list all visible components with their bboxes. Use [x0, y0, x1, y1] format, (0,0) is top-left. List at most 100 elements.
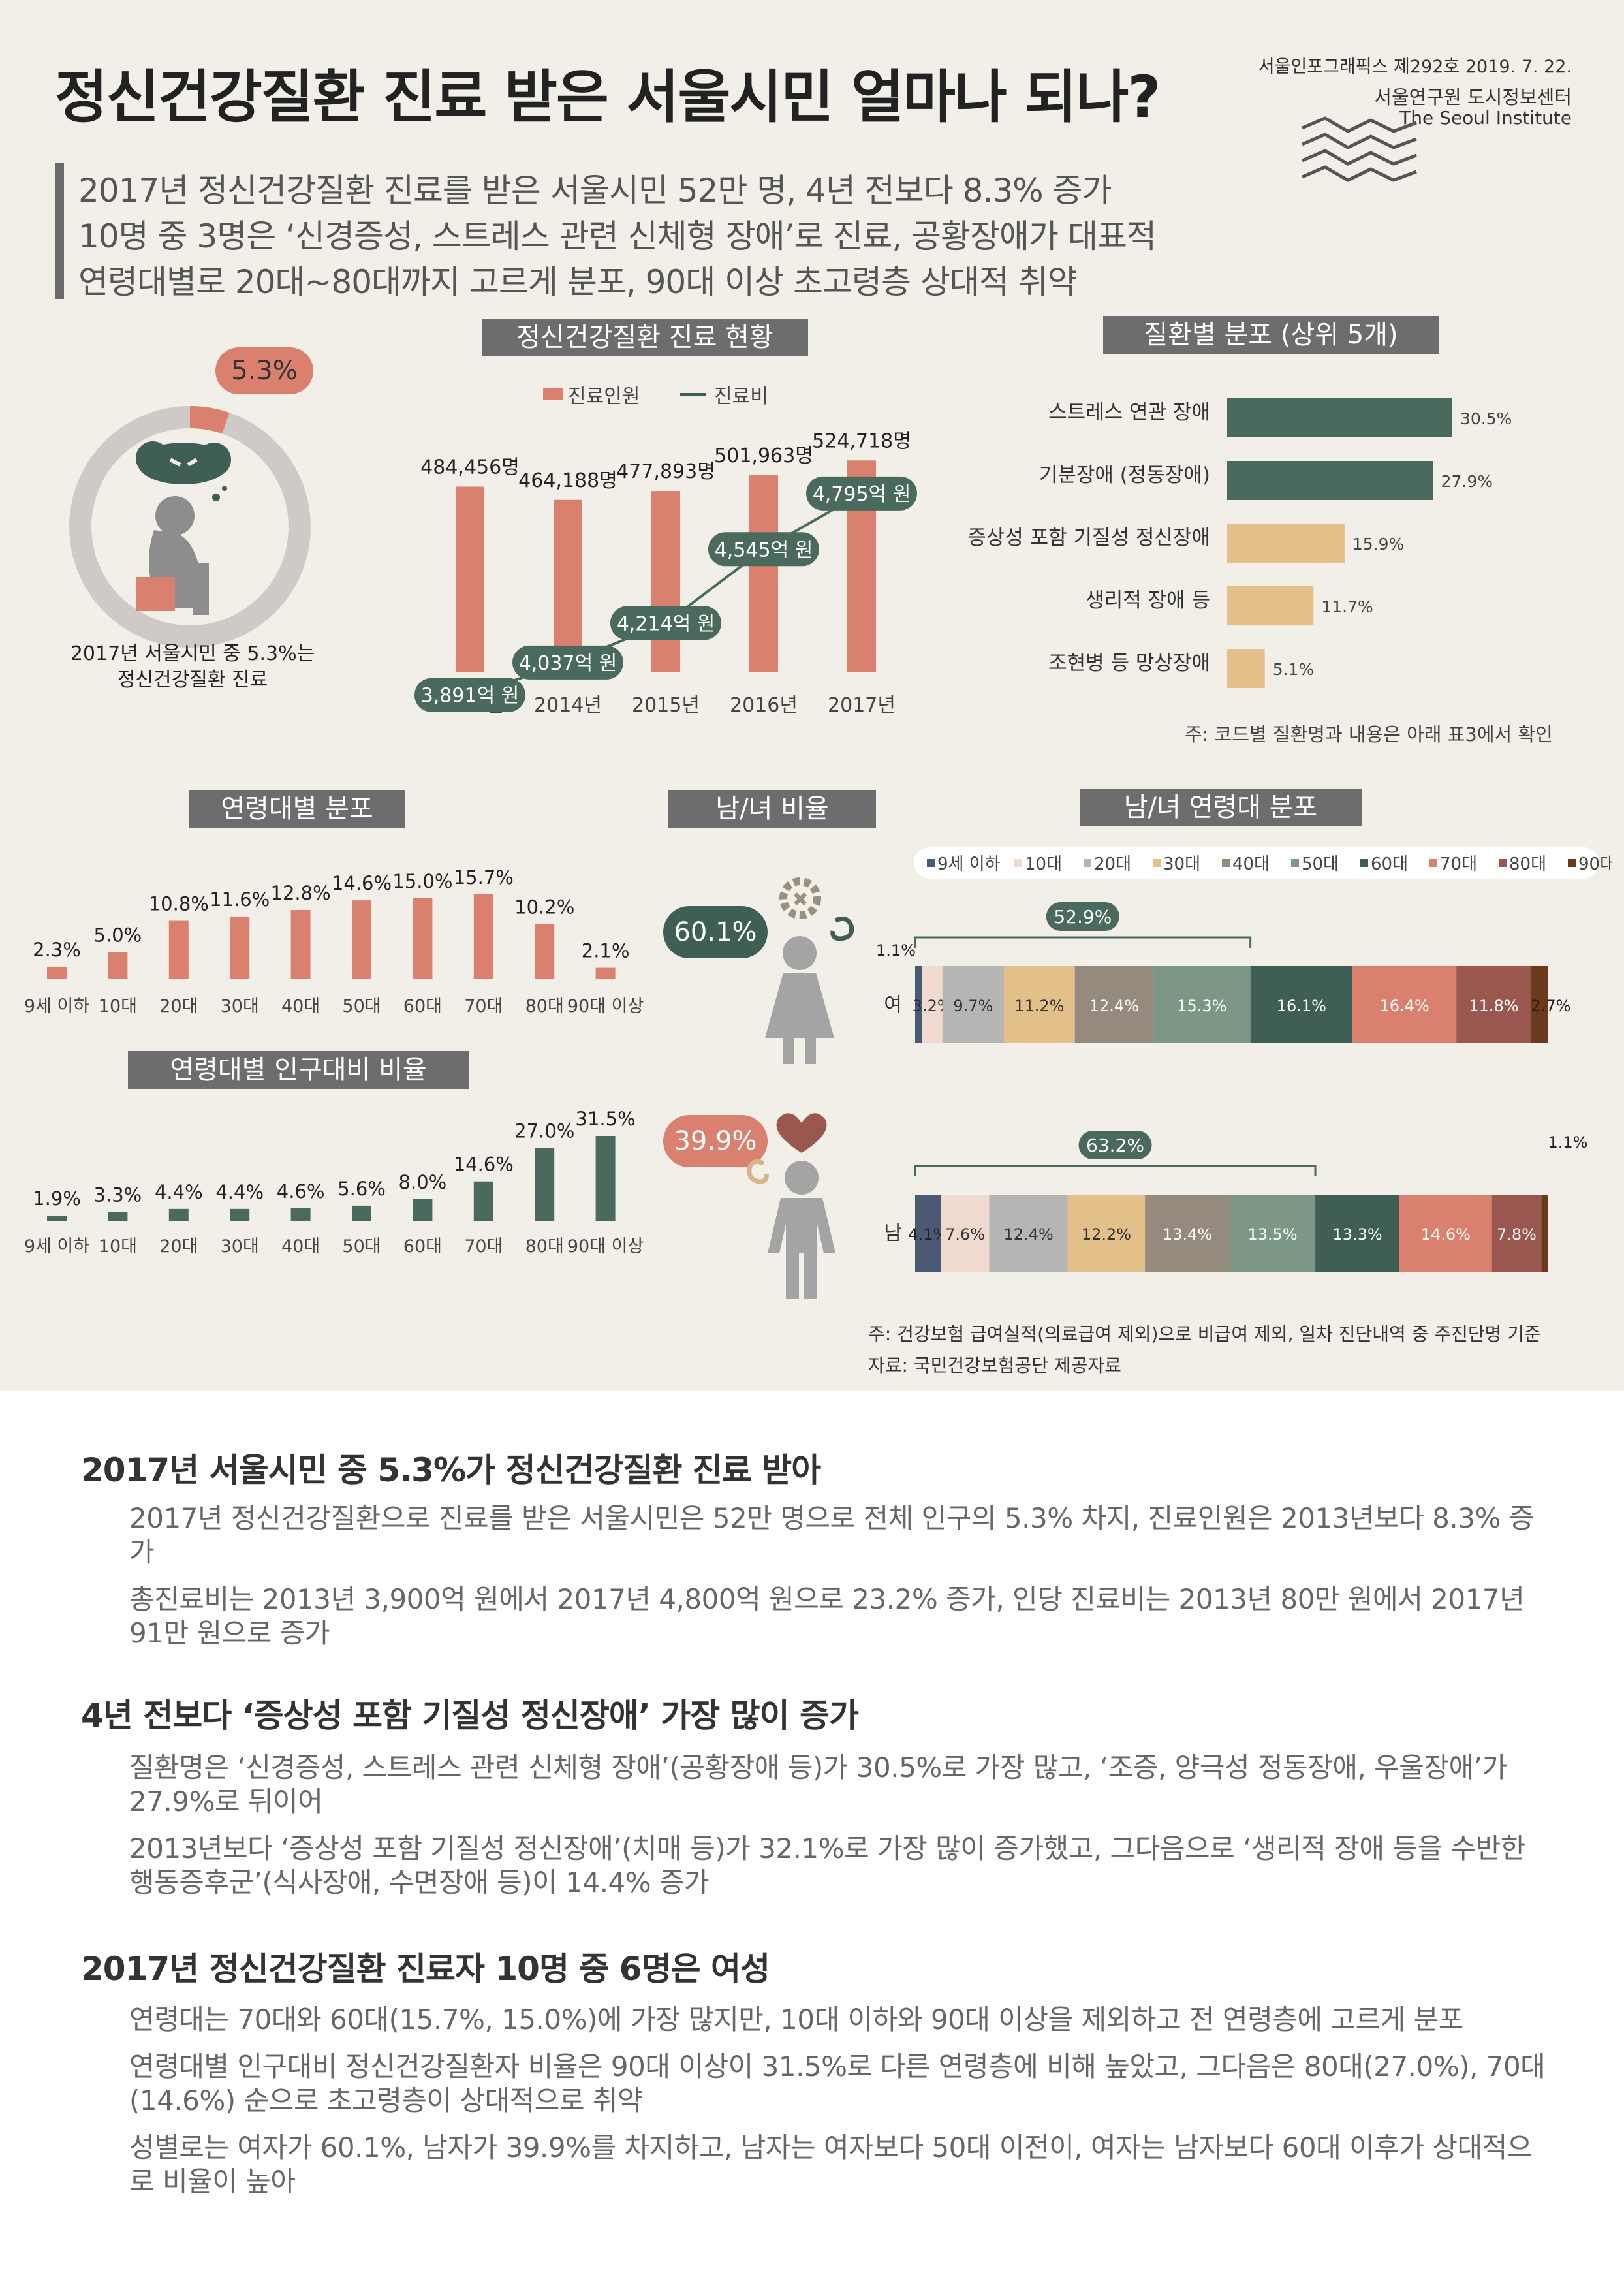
disease-bar [1227, 398, 1452, 437]
section-1-heading: 2017년 서울시민 중 5.3%가 정신건강질환 진료 받아 [81, 1451, 821, 1489]
segment-label: 2.7% [1531, 997, 1571, 1015]
age-value-label: 8.0% [399, 1171, 447, 1193]
age-tick-label: 40대 [281, 996, 320, 1016]
bracket-label: 52.9% [1054, 906, 1112, 928]
cost-label-pill: 3,891억 원 [414, 678, 525, 712]
segment-label: 11.8% [1469, 997, 1518, 1015]
age-tick-label: 50대 [342, 1236, 381, 1257]
age-tick-label: 70대 [464, 996, 503, 1016]
age-bar [230, 916, 250, 979]
stack-segment [1074, 966, 1154, 1043]
legend-swatch [1014, 859, 1022, 867]
segment-label: 7.8% [1497, 1225, 1537, 1244]
donut-value-arc [189, 406, 230, 434]
segment-label: 15.3% [1177, 997, 1226, 1015]
female-figure-icon: ✖ [765, 877, 854, 1064]
segment-label: 7.6% [945, 1225, 985, 1244]
legend-swatch [1360, 859, 1368, 867]
age-bar [290, 1208, 311, 1221]
legend-label: 80대 [1509, 855, 1546, 874]
segment-label: 1.1% [876, 941, 916, 960]
age-value-label: 4.4% [155, 1181, 203, 1203]
age-bar [352, 1205, 371, 1221]
section-1-para-1: 2017년 정신건강질환으로 진료를 받은 서울시민은 52만 명으로 전체 인… [129, 1502, 1534, 1568]
summary-line-2: 10명 중 3명은 ‘신경증성, 스트레스 관련 신체형 장애’로 진료, 공황… [78, 217, 1157, 255]
gender-ratio-title: 남/녀 비율 [668, 790, 876, 828]
age-value-label: 14.6% [454, 1154, 514, 1176]
bracket-badge [1046, 902, 1119, 931]
disease-distribution-chart: 스트레스 연관 장애 30.5% 기분장애 (정동장애) 27.9% 증상성 포함 기질… [967, 398, 1512, 688]
issue-number: 서울인포그래픽스 제292호 2019. 7. 22. [1258, 57, 1572, 77]
stack-segment [915, 1195, 941, 1272]
page-title: 정신건강질환 진료 받은 서울시민 얼마나 되나? [55, 63, 1161, 131]
age-tick-label: 10대 [99, 1236, 137, 1257]
section-3-para-3: 성별로는 여자가 60.1%, 남자가 39.9%를 차지하고, 남자는 여자보… [129, 2131, 1532, 2197]
segment-label: 13.4% [1163, 1225, 1212, 1244]
age-tick-label: 30대 [221, 1236, 259, 1257]
segment-label: 1.1% [1548, 1133, 1588, 1152]
age-bar [108, 1212, 128, 1221]
age-value-label: 2.3% [33, 939, 81, 961]
age-bar [595, 967, 616, 979]
age-tick-label: 60대 [403, 1236, 442, 1257]
segment-label: 16.1% [1277, 997, 1326, 1015]
age-bar [47, 966, 67, 979]
section-3-heading: 2017년 정신건강질환 진료자 10명 중 6명은 여성 [81, 1950, 770, 1988]
legend-swatch [1222, 859, 1230, 867]
segment-label: 16.4% [1379, 997, 1429, 1015]
segment-label: 14.6% [1421, 1225, 1471, 1244]
row-label: 남 [884, 1222, 902, 1245]
age-value-label: 14.6% [332, 872, 392, 894]
donut-caption-line-1: 2017년 서울시민 중 5.3%는 [70, 642, 315, 665]
legend-label-cost: 진료비 [714, 385, 768, 408]
stack-segment [1352, 966, 1457, 1043]
legend-label: 9세 이하 [937, 855, 1001, 874]
age-value-label: 15.7% [454, 866, 514, 888]
age-value-label: 12.8% [271, 882, 331, 904]
segment-label: 9.7% [953, 997, 993, 1015]
legend-label-patients: 진료인원 [568, 385, 640, 408]
legend-swatch [1153, 859, 1161, 867]
segment-label: 12.2% [1082, 1225, 1131, 1244]
institute-logo-icon [1302, 116, 1417, 182]
legend-label: 90대 이상 [1578, 855, 1612, 874]
patients-label: 464,188명 [518, 469, 617, 492]
section-2-heading: 4년 전보다 ‘증상성 포함 기질성 정신장애’ 가장 많이 증가 [81, 1697, 859, 1735]
age-value-label: 5.0% [94, 924, 142, 947]
male-figure-icon [747, 1113, 835, 1299]
patients-label: 524,718명 [812, 430, 911, 452]
legend-label: 70대 [1440, 855, 1477, 874]
disease-distribution-title: 질환별 분포 (상위 5개) [1103, 316, 1439, 354]
stressed-person-icon [136, 441, 231, 615]
disease-category-label: 조현병 등 망상장애 [1048, 652, 1210, 675]
age-bar [108, 952, 128, 979]
disease-note: 주: 코드별 질환명과 내용은 아래 표3에서 확인 [1185, 723, 1553, 746]
age-bar [230, 1208, 250, 1221]
bracket-line [914, 936, 1252, 948]
stack-segment [1491, 1195, 1542, 1272]
legend-label: 20대 [1094, 855, 1131, 874]
stack-segment [1003, 966, 1075, 1043]
age-value-label: 1.9% [33, 1187, 81, 1210]
stack-segment [942, 966, 1004, 1043]
age-tick-label: 10대 [99, 996, 137, 1016]
segment-label: 11.2% [1014, 997, 1064, 1015]
treatment-status-chart: 484,456명2013년464,188명2014년477,893명2015년5… [414, 430, 917, 717]
disease-bar [1227, 461, 1433, 500]
stack-segment [1250, 966, 1352, 1043]
section-2-para-1: 질환명은 ‘신경증성, 스트레스 관련 신체형 장애’(공황장애 등)가 30.… [129, 1752, 1507, 1817]
stack-segment [1145, 1195, 1230, 1272]
data-source: 자료: 국민건강보험공단 제공자료 [868, 1355, 1121, 1376]
age-tick-label: 20대 [159, 996, 198, 1016]
gender-age-distribution-chart: 9세 이하 10대 20대 30대 40대 50대 60대 70대 80대 90대 이상 52.9%… [876, 847, 1612, 1272]
age-value-label: 4.4% [215, 1181, 264, 1203]
legend-swatch [1429, 859, 1437, 867]
bracket-label: 63.2% [1086, 1135, 1144, 1156]
age-bar [168, 1208, 189, 1221]
summary-line-1: 2017년 정신건강질환 진료를 받은 서울시민 52만 명, 4년 전보다 8… [78, 172, 1112, 210]
year-tick-label: 2017년 [828, 694, 896, 717]
svg-text:✖: ✖ [792, 888, 808, 911]
donut-caption-line-2: 정신건강질환 진료 [117, 668, 268, 691]
cost-label: 4,795억 원 [813, 483, 911, 506]
age-tick-label: 40대 [281, 1236, 320, 1257]
